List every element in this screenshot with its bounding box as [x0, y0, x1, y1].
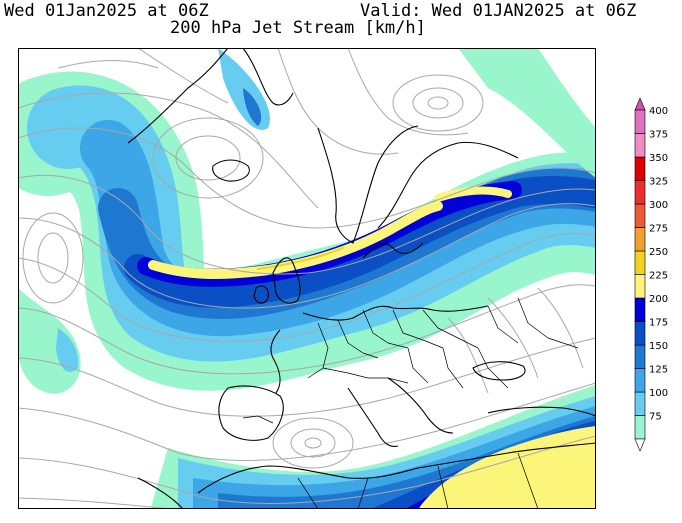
- ireland: [253, 285, 269, 304]
- legend-label-400: 400: [649, 106, 668, 117]
- legend-swatch-75: [634, 415, 646, 440]
- legend-swatch-150: [634, 344, 646, 369]
- legend-swatch-175: [634, 321, 646, 346]
- balkans: [387, 377, 454, 434]
- legend-swatch-400: [634, 109, 646, 134]
- legend-label-150: 150: [649, 341, 668, 352]
- legend-label-200: 200: [649, 294, 668, 305]
- europe-coast: [302, 305, 489, 321]
- legend-swatch-300: [634, 203, 646, 228]
- italy: [347, 387, 399, 447]
- legend-label-300: 300: [649, 200, 668, 211]
- streamlines: [18, 48, 596, 509]
- legend-swatch-200: [634, 297, 646, 322]
- norway-coast: [317, 125, 419, 244]
- jet-core-225-east: [434, 186, 512, 202]
- legend-label-375: 375: [649, 130, 668, 141]
- jet-band-175: [124, 176, 596, 308]
- greenland-coast-2: [242, 48, 294, 106]
- legend-label-125: 125: [649, 365, 668, 376]
- legend-label-275: 275: [649, 224, 668, 235]
- legend-swatch-250: [634, 250, 646, 275]
- turkey: [487, 406, 596, 417]
- africa-west: [137, 477, 184, 509]
- legend-swatch-350: [634, 156, 646, 181]
- uk: [272, 257, 301, 304]
- valid-time-label: Valid: Wed 01JAN2025 at 06Z: [360, 1, 637, 21]
- greenland-coast: [127, 48, 229, 144]
- chart-title: 200 hPa Jet Stream [km/h]: [170, 18, 426, 38]
- legend-label-350: 350: [649, 153, 668, 164]
- ne-patch: [458, 48, 596, 178]
- southern-jet: [150, 384, 596, 509]
- legend-label-250: 250: [649, 247, 668, 258]
- legend-labels: 75 100 125 150 175 200 225 250 275 300 325 350 375 40…: [649, 106, 668, 423]
- legend-swatch-100: [634, 391, 646, 416]
- north-patch-inner: [243, 88, 262, 126]
- scandinavia-east: [377, 141, 519, 229]
- jet-core-225: [148, 201, 443, 279]
- init-time-label: Wed 01Jan2025 at 06Z: [4, 1, 209, 21]
- west-patch-inner: [56, 328, 79, 372]
- northern-jet: [18, 71, 596, 391]
- africa-coast: [197, 442, 596, 494]
- legend-arrow-below: [634, 438, 646, 452]
- black-sea: [472, 361, 526, 381]
- legend-label-325: 325: [649, 177, 668, 188]
- france-coast: [270, 329, 281, 394]
- sjet-225: [418, 426, 596, 509]
- jet-core-250: [257, 247, 344, 270]
- legend-swatches: [634, 98, 646, 452]
- legend-swatch-325: [634, 180, 646, 205]
- legend-arrow-above: [634, 98, 646, 111]
- jet-stream-map: [18, 48, 596, 509]
- color-scale-legend: 75 100 125 150 175 200 225 250 275 300 325 350 375 40…: [634, 98, 668, 452]
- legend-swatch-275: [634, 227, 646, 252]
- legend-swatch-225: [634, 274, 646, 299]
- legend-label-75: 75: [649, 412, 662, 423]
- iceland: [212, 159, 250, 182]
- iberia: [218, 385, 284, 441]
- legend-label-225: 225: [649, 271, 668, 282]
- legend-label-100: 100: [649, 388, 668, 399]
- baltic: [362, 242, 424, 259]
- map-frame: [18, 48, 596, 509]
- legend-swatch-125: [634, 368, 646, 393]
- country-borders: [242, 297, 579, 509]
- coastlines: [127, 48, 596, 509]
- legend-label-175: 175: [649, 318, 668, 329]
- legend-swatch-375: [634, 133, 646, 158]
